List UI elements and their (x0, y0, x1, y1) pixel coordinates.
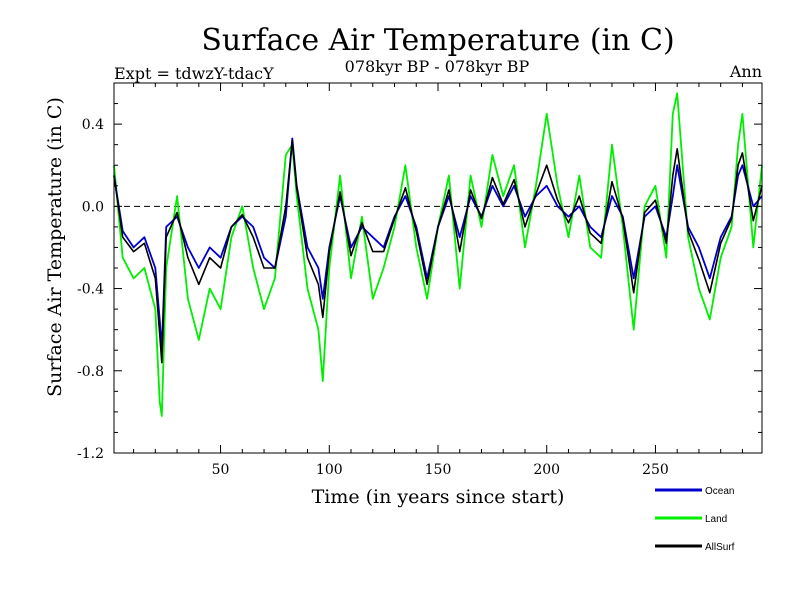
series-line-allsurf (113, 139, 763, 364)
legend-label-ocean: Ocean (705, 486, 734, 497)
x-tick-label: 200 (533, 462, 560, 478)
plot-area: 50 100 150 200 250 -1.2 -0.8 -0.4 0.0 0.4 (77, 82, 763, 478)
y-tick-label: -1.2 (77, 446, 104, 462)
season-label: Ann (729, 62, 762, 81)
y-tick-label: -0.4 (77, 282, 104, 298)
x-tick-label: 150 (425, 462, 452, 478)
chart-title: Surface Air Temperature (in C) (201, 23, 674, 58)
y-tick-label: -0.8 (77, 364, 104, 380)
legend: Ocean Land AllSurf (655, 486, 735, 553)
period-label: 078kyr BP - 078kyr BP (345, 57, 530, 76)
x-axis-label: Time (in years since start) (312, 486, 565, 508)
y-axis-label: Surface Air Temperature (in C) (44, 97, 66, 397)
x-tick-label: 100 (316, 462, 343, 478)
series-line-land (113, 92, 763, 417)
y-tick-label: 0.4 (82, 117, 104, 133)
x-tick-label: 50 (212, 462, 230, 478)
y-tick-label: 0.0 (82, 199, 104, 215)
legend-label-allsurf: AllSurf (705, 542, 735, 553)
x-tick-label: 250 (642, 462, 669, 478)
experiment-label: Expt = tdwzY-tdacY (114, 64, 274, 83)
legend-label-land: Land (705, 514, 727, 525)
